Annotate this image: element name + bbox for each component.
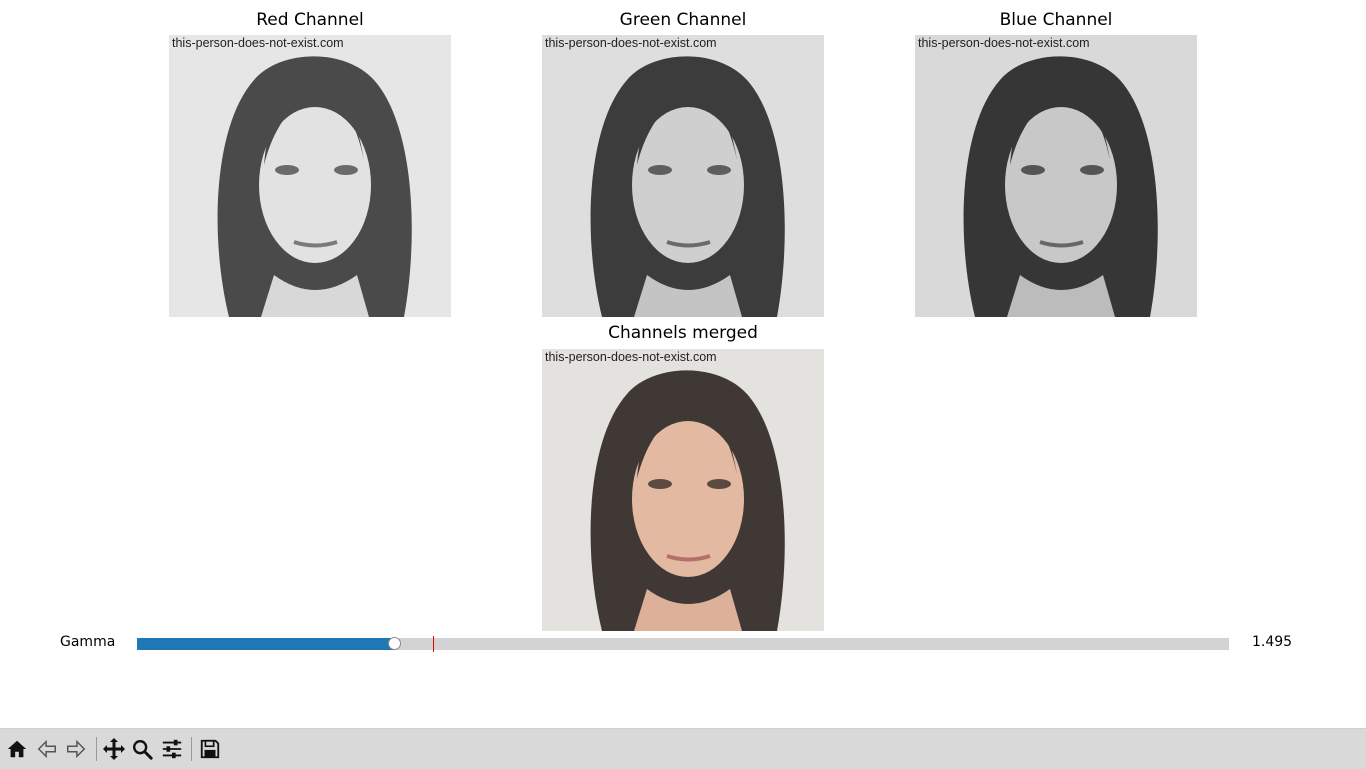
red-channel-image: this-person-does-not-exist.com [169, 35, 451, 317]
forward-arrow-icon [67, 739, 86, 759]
gamma-initial-marker [432, 636, 434, 652]
gamma-slider-fill [137, 638, 395, 650]
pan-button[interactable] [102, 737, 126, 761]
save-button[interactable] [198, 737, 222, 761]
gamma-label: Gamma [60, 634, 116, 650]
gamma-slider[interactable] [137, 636, 1229, 652]
blue-channel-image: this-person-does-not-exist.com [915, 35, 1197, 317]
gamma-value: 1.495 [1252, 634, 1293, 650]
watermark-text: this-person-does-not-exist.com [545, 36, 717, 50]
merged-title: Channels merged [608, 323, 758, 343]
toolbar-separator [191, 737, 192, 761]
home-button[interactable] [5, 737, 29, 761]
merged-image: this-person-does-not-exist.com [542, 349, 824, 631]
back-button[interactable] [35, 737, 59, 761]
watermark-text: this-person-does-not-exist.com [545, 350, 717, 364]
zoom-button[interactable] [130, 737, 154, 761]
forward-button[interactable] [64, 737, 88, 761]
configure-subplots-icon [162, 739, 182, 759]
zoom-icon [133, 740, 153, 760]
red-channel-title: Red Channel [256, 10, 364, 30]
back-arrow-icon [37, 739, 56, 759]
green-channel-image: this-person-does-not-exist.com [542, 35, 824, 317]
watermark-text: this-person-does-not-exist.com [918, 36, 1090, 50]
pan-icon [103, 738, 125, 760]
green-channel-title: Green Channel [619, 10, 747, 30]
configure-subplots-button[interactable] [160, 737, 184, 761]
watermark-text: this-person-does-not-exist.com [172, 36, 344, 50]
toolbar-separator [96, 737, 97, 761]
save-icon [200, 739, 220, 759]
gamma-slider-handle[interactable] [387, 637, 401, 650]
home-icon [7, 740, 27, 758]
blue-channel-title: Blue Channel [999, 10, 1113, 30]
navigation-toolbar [0, 728, 1366, 769]
